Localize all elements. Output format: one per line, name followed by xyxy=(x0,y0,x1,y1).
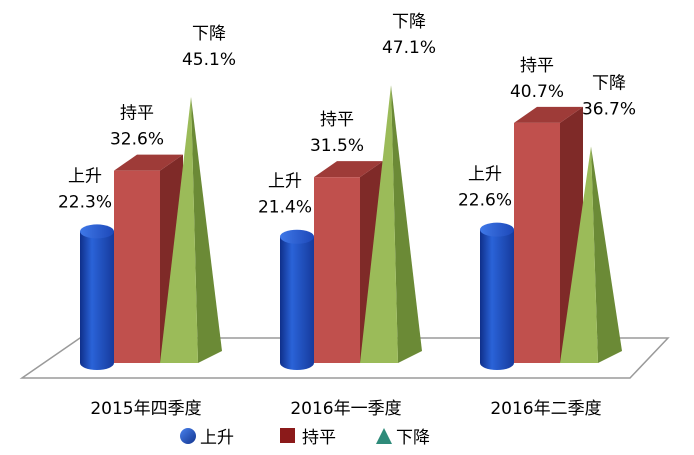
data-label-flat-1-value: 31.5% xyxy=(310,136,364,156)
data-label-flat-0-series: 持平 xyxy=(120,104,154,124)
x-tick-label-2: 2016年二季度 xyxy=(490,399,601,419)
legend-label-rising: 上升 xyxy=(200,428,234,448)
bar-rising-top-0 xyxy=(80,224,114,239)
data-label-rising-2-value: 22.6% xyxy=(458,191,512,211)
bar-falling-2 xyxy=(560,146,598,363)
chart-marks xyxy=(80,85,622,370)
bar-flat-top-0 xyxy=(114,154,183,171)
bar-falling-0 xyxy=(160,96,198,363)
legend: 上升 持平 下降 xyxy=(180,428,430,448)
bar-falling-1 xyxy=(360,85,398,364)
data-label-rising-0-series: 上升 xyxy=(68,166,102,186)
bar-falling-side-0 xyxy=(191,96,222,363)
legend-marker-flat xyxy=(280,428,295,443)
x-axis-tick-labels: 2015年四季度 2016年一季度 2016年二季度 xyxy=(90,399,601,419)
bar-flat-1 xyxy=(314,177,360,363)
data-label-falling-0-series: 下降 xyxy=(192,24,226,44)
bar-rising-top-1 xyxy=(280,229,314,244)
data-label-flat-0-value: 32.6% xyxy=(110,130,164,150)
data-label-rising-0-value: 22.3% xyxy=(58,192,112,212)
data-label-falling-0-value: 45.1% xyxy=(182,50,236,70)
data-label-rising-1-value: 21.4% xyxy=(258,198,312,218)
data-label-falling-1-value: 47.1% xyxy=(382,38,436,58)
bar-rising-top-2 xyxy=(480,222,514,237)
bar-rising-0 xyxy=(80,231,114,370)
data-label-flat-2-value: 40.7% xyxy=(510,82,564,102)
data-label-flat-2-series: 持平 xyxy=(520,56,554,76)
bar-flat-top-1 xyxy=(314,161,383,178)
bar-flat-top-2 xyxy=(514,106,583,123)
bar-rising-2 xyxy=(480,229,514,370)
chart-data-labels: 上升 22.3% 持平 32.6% 下降 45.1% 上升 21.4% 持平 31.5% 下降 47.… xyxy=(58,12,636,218)
legend-label-falling: 下降 xyxy=(396,428,430,448)
legend-marker-falling xyxy=(376,428,392,444)
x-tick-label-0: 2015年四季度 xyxy=(90,399,201,419)
bar-flat-2 xyxy=(514,122,560,364)
legend-label-flat: 持平 xyxy=(302,428,336,448)
bar-falling-side-2 xyxy=(591,146,622,363)
data-label-falling-2-series: 下降 xyxy=(592,73,626,93)
data-label-falling-1-series: 下降 xyxy=(392,12,426,32)
x-tick-label-1: 2016年一季度 xyxy=(290,399,401,419)
bar-flat-0 xyxy=(114,170,160,363)
data-label-falling-2-value: 36.7% xyxy=(582,99,636,119)
data-label-rising-1-series: 上升 xyxy=(268,172,302,192)
data-label-flat-1-series: 持平 xyxy=(320,110,354,130)
legend-marker-rising xyxy=(180,428,196,444)
bar-falling-side-1 xyxy=(391,85,422,364)
bar-rising-1 xyxy=(280,236,314,370)
data-label-rising-2-series: 上升 xyxy=(468,165,502,185)
